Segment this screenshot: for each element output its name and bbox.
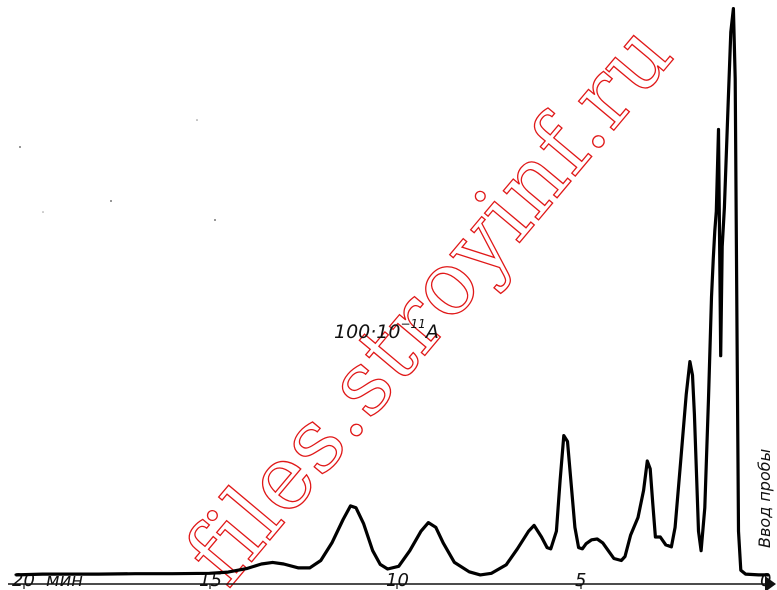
x-axis bbox=[8, 576, 776, 590]
annotation-prefix: 100·10 bbox=[334, 321, 400, 343]
scan-specks bbox=[19, 119, 216, 221]
x-tick-label-10: 10 bbox=[386, 570, 409, 590]
chromatogram-trace bbox=[15, 7, 770, 577]
injection-label: Ввод пробы bbox=[755, 449, 774, 548]
sensitivity-annotation: 100·10−11A bbox=[334, 317, 439, 343]
x-tick-label-0: 0 bbox=[760, 570, 771, 590]
watermark: files.stroyinf.ru bbox=[165, 2, 693, 590]
annotation-exponent: −11 bbox=[400, 317, 425, 331]
watermark-text: files.stroyinf.ru bbox=[165, 3, 692, 590]
x-tick-label-15: 15 bbox=[199, 570, 222, 590]
x-axis-ticks: 20 мин 15 10 5 0 bbox=[12, 570, 771, 590]
axis-arrow bbox=[765, 576, 776, 590]
annotation-suffix: A bbox=[424, 321, 439, 343]
x-tick-label-5: 5 bbox=[575, 570, 586, 590]
